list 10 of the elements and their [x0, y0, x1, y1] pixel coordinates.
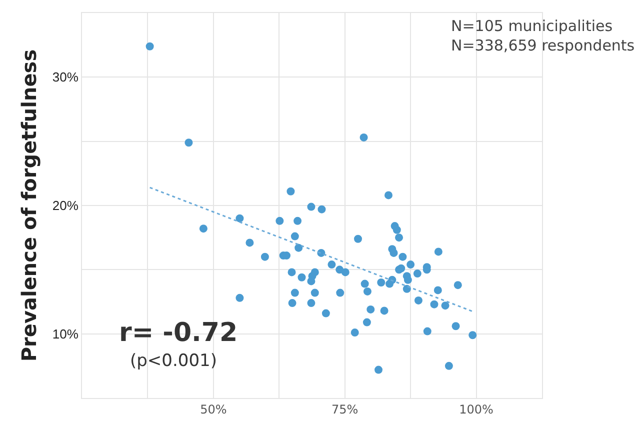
annotation: r= -0.72 — [119, 318, 238, 348]
y-axis-title: Prevalence of forgetfulness — [16, 49, 41, 362]
x-tick-label: 100% — [459, 402, 494, 416]
annotation: (p<0.001) — [130, 351, 217, 371]
x-tick-label: 50% — [200, 402, 227, 416]
annotation: N=105 municipalities N=338,659 respondents — [451, 17, 635, 54]
y-tick-label: 20% — [52, 198, 79, 214]
y-tick-label: 30% — [52, 70, 79, 85]
y-tick-label: 10% — [52, 326, 79, 342]
x-tick-label: 75% — [332, 402, 358, 416]
